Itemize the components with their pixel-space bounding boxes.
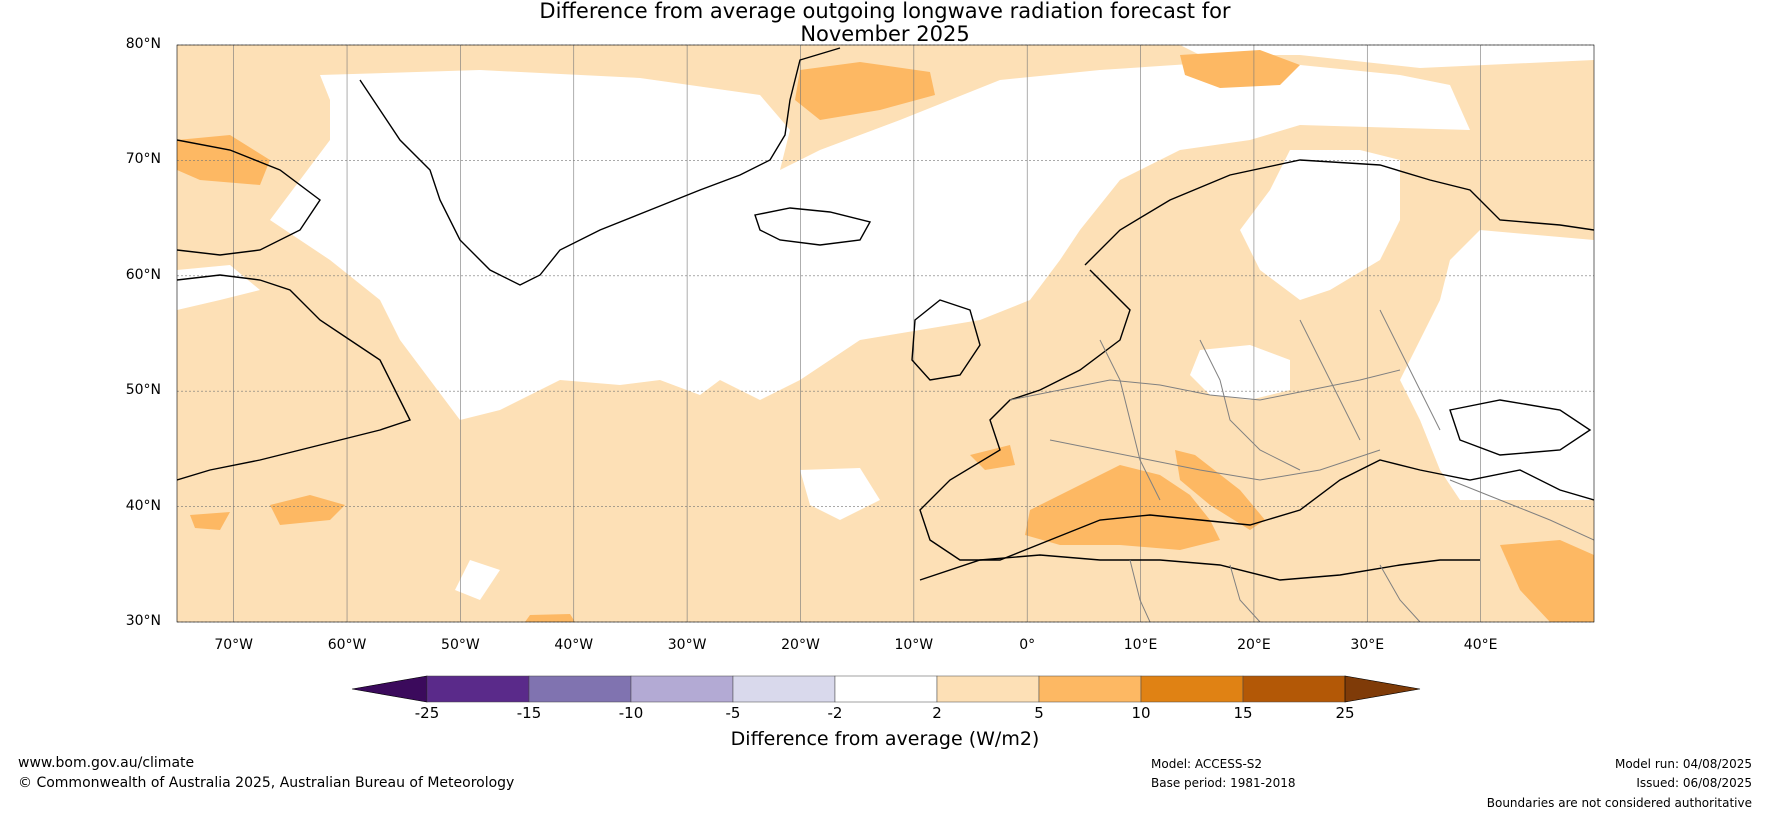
greenland-neutral-patch xyxy=(520,255,590,290)
colorbar-tick-label: -25 xyxy=(414,704,440,722)
longitude-label: 0° xyxy=(1019,637,1036,653)
colorbar-segment xyxy=(834,675,938,703)
longitude-label: 60°W xyxy=(327,637,367,653)
longitude-label: 20°E xyxy=(1237,637,1271,653)
labrador-coastline xyxy=(177,274,411,481)
colorbar-segment xyxy=(630,675,734,703)
colorbar-segment xyxy=(1140,675,1244,703)
country-boundary-5 xyxy=(1379,309,1441,431)
colorbar-segment xyxy=(528,675,632,703)
colorbar-tick-label: 25 xyxy=(1335,704,1355,722)
copyright-text: © Commonwealth of Australia 2025, Austra… xyxy=(18,775,515,791)
latitude-label: 80°N xyxy=(125,36,161,52)
longitude-label: 10°E xyxy=(1123,637,1158,653)
colorbar-segment xyxy=(732,675,836,703)
colorbar-tick-label: 2 xyxy=(932,704,942,722)
longitude-label: 40°E xyxy=(1463,637,1498,653)
issued-text: Issued: 06/08/2025 xyxy=(1636,776,1752,790)
colorbar-extension-low xyxy=(351,675,428,703)
north-atlantic-neutral-region xyxy=(270,60,1470,420)
colorbar-segment xyxy=(1038,675,1142,703)
colorbar-extension-high xyxy=(1344,675,1421,703)
colorbar xyxy=(351,675,1421,703)
website-text: www.bom.gov.au/climate xyxy=(18,755,195,771)
latitude-label: 30°N xyxy=(125,613,161,629)
longitude-label: 10°W xyxy=(894,637,934,653)
country-boundary-7 xyxy=(1129,559,1421,622)
colorbar-segment xyxy=(426,675,530,703)
atlantic-neutral-patch-1 xyxy=(800,468,880,520)
middle-east-anomaly-region xyxy=(1500,540,1594,622)
arctic-russia-anomaly-region xyxy=(1180,50,1300,88)
greenland-anomaly-region xyxy=(795,62,935,120)
longitude-label: 70°W xyxy=(214,637,253,653)
longitude-label: 40°W xyxy=(554,637,594,653)
title-line-1: Difference from average outgoing longwav… xyxy=(539,0,1231,23)
coastlines xyxy=(177,47,1594,581)
black-sea-coastline xyxy=(1449,399,1592,456)
british-isles-coastline xyxy=(911,299,981,381)
colorbar-tick-label: -5 xyxy=(725,704,741,722)
atlantic-anomaly-patch-1 xyxy=(270,495,345,525)
colorbar-tick-label: -10 xyxy=(618,704,644,722)
atlantic-neutral-patch-2 xyxy=(455,560,500,600)
model-text: Model: ACCESS-S2 xyxy=(1151,757,1263,771)
latitude-label: 40°N xyxy=(125,497,161,514)
country-boundary-4 xyxy=(1299,319,1361,441)
colorbar-label: Difference from average (W/m2) xyxy=(730,728,1040,750)
colorbar-tick-label: 10 xyxy=(1131,704,1151,722)
longitude-label: 30°E xyxy=(1350,637,1385,653)
colorbar-tick-label: -15 xyxy=(516,704,542,722)
mediterranean-anomaly-region xyxy=(1025,465,1220,550)
russia-neutral-region xyxy=(1400,230,1594,500)
longitude-label: 20°W xyxy=(781,637,820,653)
colorbar-segment xyxy=(936,675,1040,703)
country-boundary-1 xyxy=(1009,369,1401,401)
map-frame xyxy=(176,44,1595,623)
country-boundaries xyxy=(1009,309,1594,622)
colorbar-segment xyxy=(1242,675,1346,703)
colorbar-tick-label: -2 xyxy=(827,704,843,722)
arctic-neutral-region xyxy=(1180,45,1594,68)
colorbar-tick-label: 15 xyxy=(1233,704,1253,722)
canada-neutral-region xyxy=(177,265,260,310)
latitude-label: 50°N xyxy=(125,382,161,399)
disclaimer-text: Boundaries are not considered authoritat… xyxy=(1486,796,1752,810)
greenland-coastline xyxy=(359,47,841,286)
scandinavia-neutral-region xyxy=(1240,150,1400,300)
latitude-label: 60°N xyxy=(125,266,161,283)
longitude-label: 30°W xyxy=(667,637,707,653)
canada-anomaly-region xyxy=(177,135,270,185)
iberia-anomaly-patch xyxy=(970,445,1015,470)
country-boundary-3 xyxy=(1199,339,1301,471)
north-africa-coastline xyxy=(919,554,1480,581)
canadian-arctic-coastline xyxy=(177,139,321,256)
near-average-regions xyxy=(177,45,1594,600)
model-run-text: Model run: 04/08/2025 xyxy=(1614,757,1752,771)
poland-neutral-region xyxy=(1190,345,1290,400)
latitude-label: 70°N xyxy=(125,151,161,168)
european-coastline xyxy=(919,159,1594,561)
country-boundary-8 xyxy=(1449,479,1594,541)
atlantic-anomaly-patch-3 xyxy=(525,614,575,622)
atlantic-anomaly-patch-2 xyxy=(190,512,230,530)
colorbar-tick-label: 5 xyxy=(1034,704,1044,722)
iceland-coastline xyxy=(754,207,872,246)
chart-title: Difference from average outgoing longwav… xyxy=(0,0,1770,46)
longitude-label: 50°W xyxy=(441,637,480,653)
title-line-2: November 2025 xyxy=(800,22,970,46)
country-boundary-2 xyxy=(1099,339,1161,501)
country-boundary-6 xyxy=(1049,439,1381,481)
base-period-text: Base period: 1981-2018 xyxy=(1151,776,1296,790)
